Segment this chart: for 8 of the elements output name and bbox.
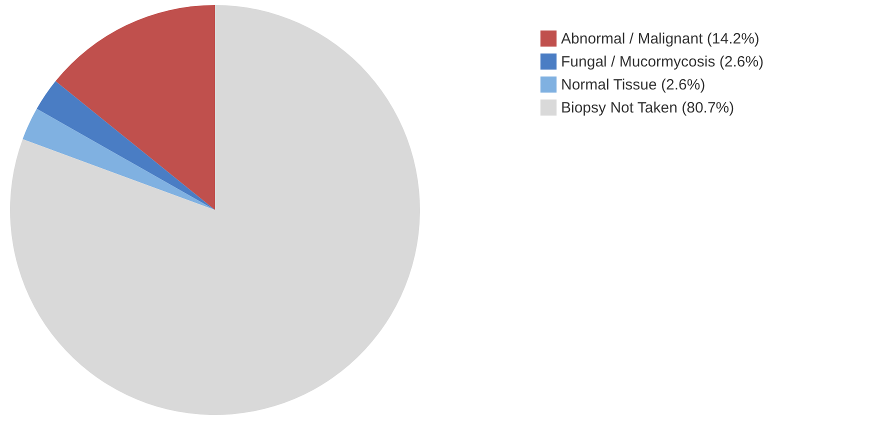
legend-label: Normal Tissue (2.6%) [561, 76, 706, 94]
pie-slice [22, 108, 215, 210]
legend-label: Fungal / Mucormycosis (2.6%) [561, 54, 764, 70]
legend-label: Abnormal / Malignant (14.2%) [561, 30, 760, 48]
pie-slice [36, 81, 215, 210]
pie-slice [10, 5, 420, 415]
pie-slice [56, 5, 215, 210]
legend-label: Biopsy Not Taken (80.7%) [561, 100, 734, 116]
